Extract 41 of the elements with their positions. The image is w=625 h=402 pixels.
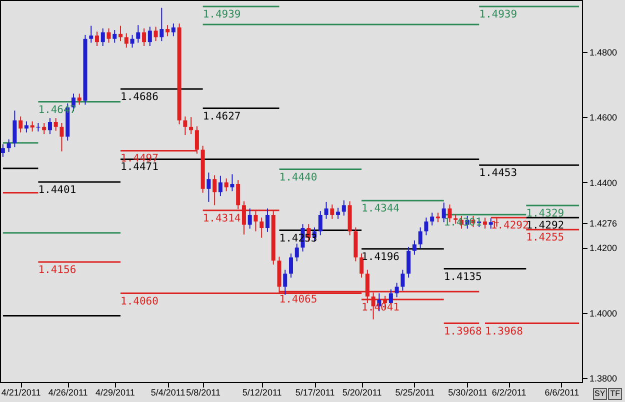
text: SY [592,388,608,400]
y-tick-label: 1.4000 [590,308,618,318]
x-tick-label: 5/12/2011 [242,388,282,398]
y-tick-label: 1.4800 [590,47,618,58]
x-tick-label: 5/20/2011 [342,388,382,398]
x-tick-label: 5/4/2011 [150,388,186,398]
x-tick-label: 4/21/2011 [1,388,41,398]
y-tick-label: 1.4276 [590,218,618,228]
annotation: 1.4292 [526,220,564,232]
annotation: 1.4344 [362,202,400,215]
x-tick-label: 4/26/2011 [48,388,88,398]
annotation: 1.3968 [485,325,523,338]
annotation: 1.3968 [444,325,482,338]
y-tick-label: 1.4600 [590,112,618,123]
y-tick-label: 1.3800 [590,374,618,384]
annotation: 1.4401 [38,184,76,196]
x-tick-label: 5/30/2011 [448,388,488,398]
annotation: 1.4196 [362,250,400,263]
x-tick-label: 5/25/2011 [395,388,435,398]
annotation: 1.4255 [526,232,564,244]
annotation: 1.4686 [120,91,158,104]
y-tick-label: 1.4400 [590,178,618,188]
annotation: 1.4135 [444,270,482,283]
annotation: 1.4939 [479,8,518,21]
annotation: 1.4627 [202,110,241,122]
x-tick-label: 5/8/2011 [186,388,221,398]
text: TF [608,388,622,400]
annotation: 1.4314 [202,212,241,224]
annotation: 1.4329 [526,208,564,220]
annotation: 1.4440 [279,171,318,184]
x-tick-label: 6/6/2011 [544,388,580,398]
annotation: 1.4060 [120,295,158,308]
annotation: 1.4156 [38,264,76,276]
y-tick-label: 1.4200 [590,243,618,254]
x-tick-label: 6/2/2011 [492,388,526,398]
annotation: 1.4939 [202,8,241,21]
x-tick-label: 5/17/2011 [295,388,335,398]
annotation: 1.4065 [279,294,318,306]
x-tick-label: 4/29/2011 [95,388,135,398]
annotation: 1.4453 [479,167,518,180]
annotation: 1.4292 [490,220,529,232]
